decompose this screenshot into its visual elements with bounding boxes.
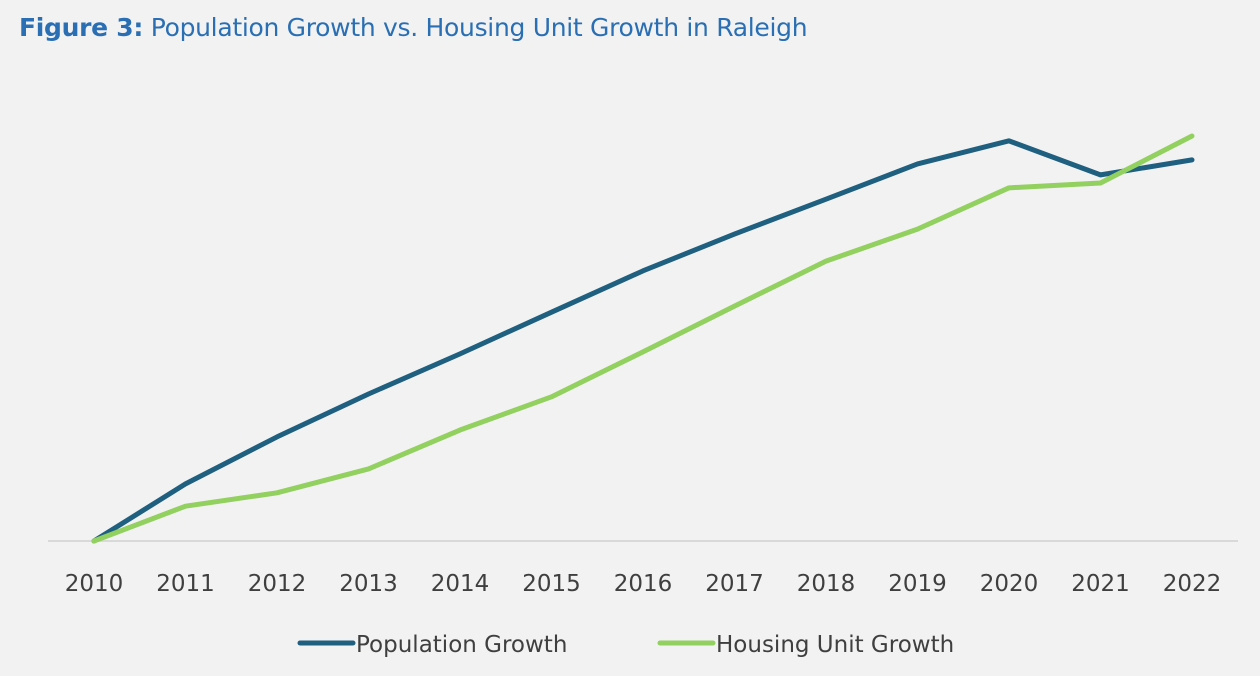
x-tick-label: 2015 bbox=[522, 571, 581, 597]
x-tick-label: 2022 bbox=[1163, 571, 1222, 597]
x-tick-label: 2017 bbox=[705, 571, 764, 597]
x-tick-label: 2019 bbox=[888, 571, 947, 597]
figure-title: Population Growth vs. Housing Unit Growt… bbox=[150, 13, 808, 42]
series-line-population-growth bbox=[91, 138, 1195, 544]
chart-title: Figure 3: Population Growth vs. Housing … bbox=[19, 13, 808, 42]
x-tick-label: 2020 bbox=[980, 571, 1039, 597]
x-tick-label: 2012 bbox=[248, 571, 307, 597]
x-tick-label: 2010 bbox=[65, 571, 124, 597]
x-tick-label: 2018 bbox=[797, 571, 856, 597]
x-tick-label: 2011 bbox=[156, 571, 215, 597]
legend-label: Population Growth bbox=[356, 632, 567, 658]
legend: Population Growth Housing Unit Growth bbox=[297, 632, 954, 658]
x-tick-label: 2021 bbox=[1071, 571, 1130, 597]
figure-label: Figure 3: bbox=[19, 13, 144, 42]
x-tick-label: 2013 bbox=[339, 571, 398, 597]
x-tick-labels: 2010 2011 2012 2013 2014 2015 2016 2017 2018 2019… bbox=[65, 571, 1222, 597]
x-tick-label: 2014 bbox=[431, 571, 490, 597]
x-tick-label: 2016 bbox=[614, 571, 673, 597]
legend-label: Housing Unit Growth bbox=[716, 632, 954, 658]
series-line-housing-unit-growth bbox=[91, 133, 1195, 544]
series-lines bbox=[91, 133, 1195, 544]
